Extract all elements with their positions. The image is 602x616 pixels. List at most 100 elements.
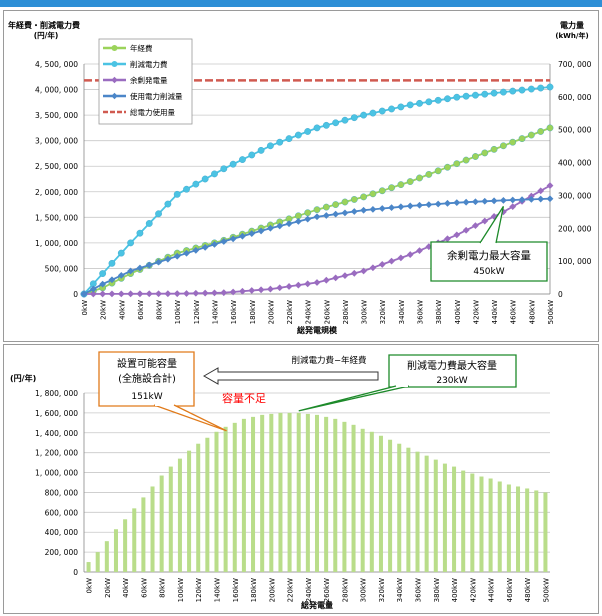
data-point	[341, 116, 349, 124]
data-point	[500, 196, 507, 204]
legend-marker	[111, 92, 118, 100]
y-tick-label: 400, 000	[45, 528, 79, 537]
y-tick-label: 1, 600, 000	[35, 409, 78, 418]
data-point	[145, 220, 153, 227]
data-point	[453, 160, 461, 168]
bar	[159, 475, 164, 572]
data-point	[192, 289, 200, 297]
y-tick-label: 600, 000	[45, 508, 79, 517]
data-point	[127, 267, 134, 275]
data-point	[378, 107, 386, 115]
data-point	[518, 135, 526, 143]
data-point	[127, 239, 135, 247]
y-tick-label: 200, 000	[45, 548, 79, 557]
data-point	[360, 267, 367, 275]
data-point	[472, 222, 479, 230]
data-point	[164, 290, 172, 298]
bar	[369, 431, 374, 572]
data-point	[425, 98, 433, 106]
data-point	[173, 252, 181, 260]
data-point	[369, 264, 377, 272]
x-tick-label: 120kW	[195, 578, 203, 602]
data-point	[388, 257, 395, 265]
line-chart-panel: 0 500, 000 1, 000, 000 1, 500, 000 2, 000, 0…	[3, 10, 599, 342]
x-tick-label: 200kW	[267, 300, 275, 324]
data-point	[416, 247, 423, 255]
data-point	[490, 197, 498, 205]
x-tick-label: 20kW	[100, 300, 108, 320]
data-point	[434, 96, 442, 104]
data-point	[322, 276, 330, 284]
bar	[360, 428, 365, 572]
x-tick-label: 180kW	[249, 300, 257, 324]
data-point	[350, 208, 358, 215]
bar	[214, 431, 219, 572]
data-point	[406, 251, 414, 258]
x-tick-label: 40kW	[122, 578, 130, 598]
bar	[287, 412, 292, 572]
data-point	[248, 230, 256, 237]
data-point	[518, 86, 526, 94]
data-point	[99, 290, 107, 298]
shortage-label: 容量不足	[222, 391, 266, 405]
bar	[196, 443, 201, 572]
data-point	[155, 258, 162, 266]
x-tick-label: 280kW	[341, 578, 349, 602]
bar	[406, 447, 411, 572]
data-point	[537, 195, 545, 203]
data-point	[164, 200, 172, 208]
data-point	[117, 290, 125, 298]
x-tick-label: 280kW	[342, 300, 350, 324]
data-point	[248, 151, 256, 159]
data-point	[248, 287, 256, 294]
data-point	[416, 201, 423, 209]
data-point	[527, 85, 535, 93]
bar	[525, 488, 530, 572]
data-point	[276, 284, 284, 292]
bar	[113, 529, 118, 572]
data-point	[378, 261, 386, 268]
data-point	[434, 200, 442, 208]
data-point	[472, 198, 479, 206]
bar	[104, 541, 109, 572]
data-point	[211, 289, 218, 297]
x-tick-label: 300kW	[360, 578, 368, 602]
data-point	[211, 170, 218, 178]
x-tick-label: 260kW	[323, 300, 331, 324]
x-tick-label: 60kW	[140, 578, 148, 598]
bar-chart-panel: 0 200, 000 400, 000 600, 000 800, 000 1, 000,…	[3, 344, 599, 614]
data-point	[332, 210, 340, 218]
data-point	[444, 235, 451, 243]
data-point	[294, 131, 302, 139]
y-tick-label-left: 2, 500, 000	[35, 162, 78, 171]
data-point	[369, 109, 377, 117]
data-point	[183, 185, 190, 193]
callout-text: 削減電力費最大容量	[407, 359, 497, 372]
data-point	[341, 209, 349, 217]
legend-label: 削減電力費	[130, 59, 168, 69]
x-tick-label: 480kW	[528, 300, 536, 324]
y-tick-label-right: 400, 000	[558, 159, 592, 168]
data-point	[425, 170, 433, 178]
callout-text: 151kW	[131, 392, 162, 402]
bar	[187, 450, 192, 572]
x-tick-label: 220kW	[286, 300, 294, 324]
bar	[296, 412, 301, 572]
data-point	[546, 182, 554, 189]
y-tick-label: 1, 000, 000	[35, 469, 78, 478]
x-tick-label: 440kW	[491, 300, 499, 324]
bar	[251, 416, 256, 572]
x-tick-label: 460kW	[510, 300, 518, 324]
bar	[543, 492, 548, 572]
x-tick-label: 260kW	[323, 578, 331, 602]
x-tick-label: 480kW	[524, 578, 532, 602]
data-point	[192, 246, 200, 254]
data-point	[434, 167, 442, 175]
data-point	[332, 119, 340, 127]
bar	[241, 418, 246, 572]
data-point	[267, 224, 274, 232]
bar	[314, 414, 320, 572]
x-tick-label: 0kW	[81, 300, 89, 316]
y-tick-label-left: 3, 000, 000	[35, 137, 78, 146]
data-point	[406, 101, 414, 109]
